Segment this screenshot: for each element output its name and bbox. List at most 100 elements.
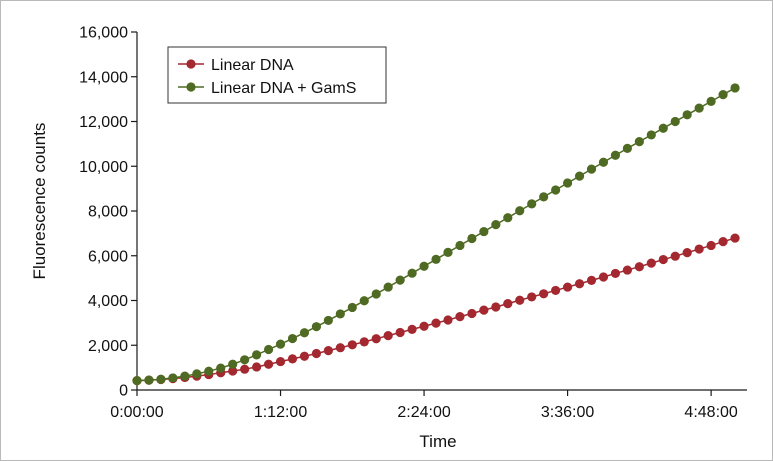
data-point-linear-dna (682, 248, 692, 258)
data-point-linear-dna (299, 351, 310, 361)
y-tick-label: 16,000 (79, 25, 128, 42)
data-point-linear-dna-gams (311, 322, 322, 332)
data-point-linear-dna (503, 299, 513, 309)
data-point-linear-dna-gams (503, 213, 513, 223)
data-point-linear-dna-gams (694, 103, 704, 113)
data-point-linear-dna-gams (156, 374, 166, 384)
data-point-linear-dna (634, 262, 644, 272)
data-point-linear-dna-gams (252, 350, 262, 360)
data-point-linear-dna (395, 327, 405, 338)
data-point-linear-dna-gams (622, 143, 632, 153)
data-point-linear-dna (419, 321, 429, 331)
y-tick-label: 8,000 (88, 204, 128, 221)
data-point-linear-dna-gams (419, 261, 429, 271)
data-point-linear-dna-gams (718, 90, 728, 100)
data-point-linear-dna-gams (515, 206, 525, 216)
data-point-linear-dna-gams (335, 309, 345, 319)
data-point-linear-dna (383, 331, 393, 341)
data-point-linear-dna-gams (228, 359, 238, 369)
x-tick-label: 3:36:00 (541, 404, 594, 421)
data-point-linear-dna (718, 237, 728, 247)
data-point-linear-dna-gams (610, 150, 621, 160)
data-point-linear-dna-gams (670, 116, 680, 127)
y-tick-label: 6,000 (88, 248, 128, 265)
data-point-linear-dna (323, 346, 333, 356)
data-point-linear-dna-gams (323, 315, 333, 326)
data-point-linear-dna (467, 308, 477, 319)
data-point-linear-dna (658, 254, 668, 265)
data-point-linear-dna-gams (682, 110, 692, 120)
data-point-linear-dna-gams (240, 355, 250, 365)
data-point-linear-dna-gams (431, 254, 441, 264)
data-point-linear-dna (694, 244, 704, 254)
legend-label-linear-dna: Linear DNA (211, 57, 294, 74)
x-tick-label: 0:00:00 (110, 404, 163, 421)
y-tick-label: 12,000 (79, 114, 128, 131)
data-point-linear-dna-gams (359, 296, 369, 306)
data-point-linear-dna (371, 334, 381, 344)
data-point-linear-dna (335, 343, 345, 353)
legend-marker-linear-dna-gams (186, 82, 196, 92)
data-point-linear-dna (479, 305, 489, 315)
data-point-linear-dna-gams (347, 302, 357, 313)
data-point-linear-dna (574, 279, 585, 289)
data-point-linear-dna-gams (491, 220, 501, 230)
data-point-linear-dna (730, 233, 740, 243)
y-axis-title: Fluorescence counts (30, 123, 49, 280)
data-point-linear-dna (287, 354, 298, 364)
data-point-linear-dna (527, 292, 537, 302)
data-point-linear-dna (240, 364, 250, 374)
legend-marker-linear-dna (186, 59, 196, 69)
y-tick-label: 0 (119, 383, 128, 400)
series (132, 83, 740, 386)
data-point-linear-dna (706, 240, 716, 251)
data-point-linear-dna (431, 318, 441, 328)
legend-box (167, 46, 387, 104)
data-point-linear-dna (443, 315, 453, 325)
data-point-linear-dna (539, 289, 549, 299)
data-point-linear-dna (491, 302, 501, 312)
data-point-linear-dna-gams (467, 233, 477, 244)
data-point-linear-dna-gams (479, 226, 489, 237)
data-point-linear-dna-gams (407, 268, 417, 278)
data-point-linear-dna-gams (562, 178, 573, 188)
data-point-linear-dna-gams (658, 123, 668, 133)
data-point-linear-dna-gams (598, 157, 609, 167)
data-point-linear-dna (598, 272, 609, 282)
series-linear-dna-gams (132, 83, 740, 386)
data-point-linear-dna (586, 275, 597, 285)
data-point-linear-dna-gams (395, 275, 405, 285)
x-axis-title: Time (419, 432, 456, 451)
data-point-linear-dna-gams (383, 282, 393, 292)
data-point-linear-dna (275, 356, 286, 367)
data-point-linear-dna-gams (168, 373, 178, 383)
data-point-linear-dna-gams (204, 366, 214, 376)
y-tick-label: 14,000 (79, 69, 128, 86)
data-point-linear-dna (551, 285, 561, 296)
ticks: 0 2,000 4,000 6,000 8,000 10,000 12,000 14,000 1… (79, 25, 738, 422)
y-tick-label: 2,000 (88, 338, 128, 355)
series-linear-dna (132, 233, 740, 386)
data-point-linear-dna-gams (192, 369, 202, 379)
data-point-linear-dna (670, 251, 680, 261)
data-point-linear-dna (311, 348, 322, 359)
x-tick-label: 2:24:00 (397, 404, 450, 421)
data-point-linear-dna-gams (730, 83, 740, 93)
data-point-linear-dna (359, 337, 369, 347)
data-point-linear-dna-gams (180, 371, 190, 381)
data-point-linear-dna (646, 258, 656, 268)
data-point-linear-dna-gams (263, 344, 274, 355)
data-point-linear-dna (622, 265, 632, 275)
data-point-linear-dna (347, 340, 357, 350)
y-tick-label: 4,000 (88, 293, 128, 310)
data-point-linear-dna-gams (371, 289, 381, 299)
data-point-linear-dna-gams (299, 328, 310, 338)
data-point-linear-dna-gams (634, 137, 644, 147)
data-point-linear-dna (515, 295, 525, 305)
data-point-linear-dna-gams (443, 247, 453, 257)
y-tick-label: 10,000 (79, 159, 128, 176)
data-point-linear-dna-gams (455, 240, 465, 251)
data-point-linear-dna (610, 268, 621, 279)
legend: Linear DNA Linear DNA + GamS (167, 46, 387, 104)
